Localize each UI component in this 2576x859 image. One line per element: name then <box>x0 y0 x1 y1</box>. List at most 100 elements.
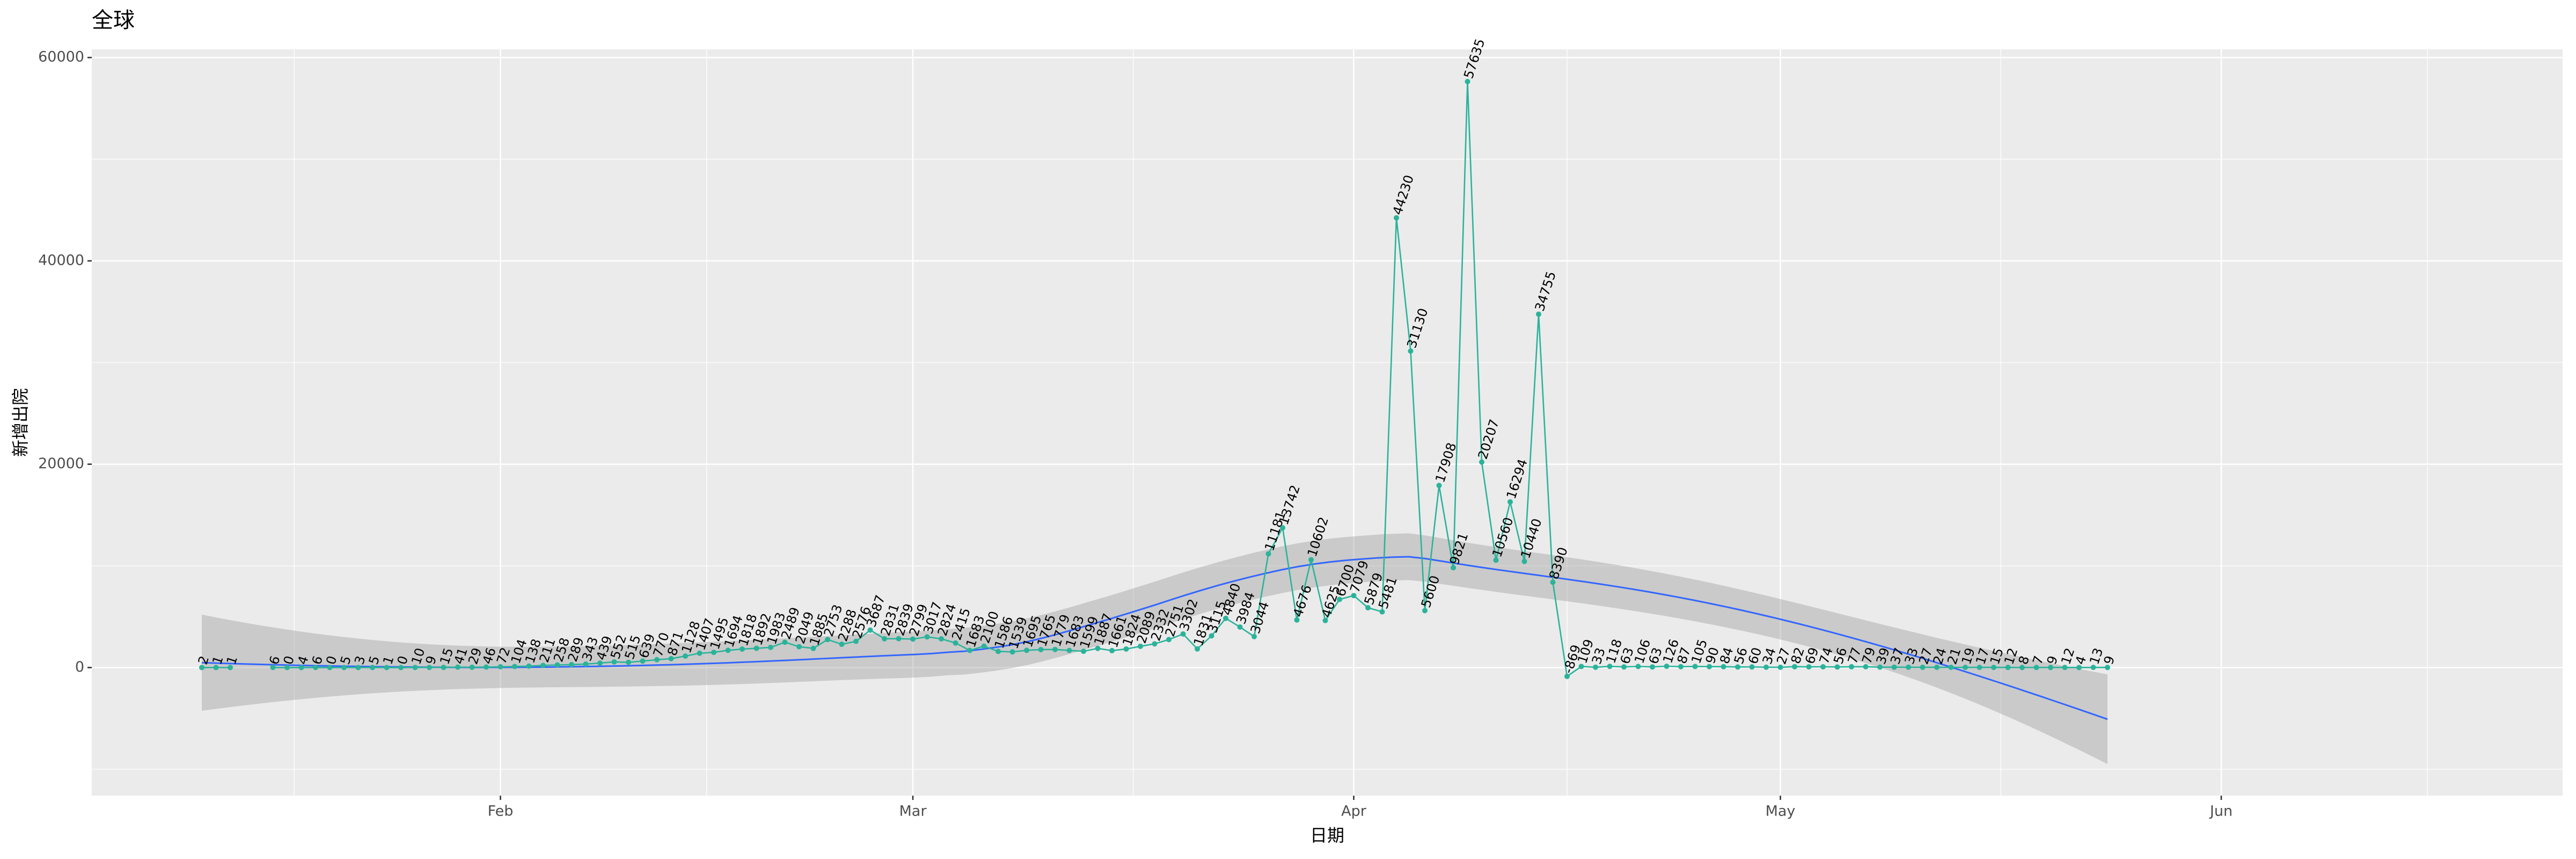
data-point <box>1707 664 1712 669</box>
data-point <box>2062 665 2068 671</box>
data-point <box>1123 646 1129 652</box>
data-point <box>1081 649 1086 654</box>
data-point <box>640 658 646 664</box>
data-point <box>1265 551 1271 557</box>
data-point <box>2019 665 2025 671</box>
data-point <box>1223 615 1228 621</box>
data-point <box>1849 664 1854 669</box>
data-point <box>1977 665 1982 671</box>
data-point <box>1536 311 1541 317</box>
x-tick-label: Apr <box>1341 803 1367 820</box>
data-point <box>1109 647 1115 653</box>
data-point <box>1322 617 1328 623</box>
data-point <box>753 645 759 651</box>
data-point <box>1166 637 1172 643</box>
data-point <box>2048 665 2053 671</box>
data-point <box>1806 664 1812 670</box>
data-point <box>1465 78 1470 84</box>
data-point <box>1394 215 1399 221</box>
data-point <box>469 664 475 670</box>
data-point <box>412 665 418 671</box>
data-point <box>1550 579 1556 585</box>
data-point <box>583 661 589 667</box>
data-point <box>768 644 773 650</box>
data-point <box>1521 558 1527 564</box>
data-point <box>1593 664 1598 670</box>
data-point <box>740 646 745 652</box>
y-axis-label: 新增出院 <box>10 388 31 457</box>
data-point <box>1721 664 1726 669</box>
data-point <box>1578 664 1584 669</box>
data-point <box>427 665 432 671</box>
data-point <box>810 645 816 651</box>
confidence-band <box>202 533 2107 765</box>
data-point <box>1237 624 1243 630</box>
data-point <box>796 644 802 650</box>
data-point <box>882 636 887 642</box>
data-point <box>1820 664 1826 669</box>
data-point <box>611 659 617 665</box>
data-point <box>526 663 532 669</box>
data-point <box>981 643 987 649</box>
data-point <box>1209 633 1214 639</box>
data-point <box>341 665 347 671</box>
data-point <box>711 650 716 656</box>
data-point <box>1038 646 1044 652</box>
data-point <box>1963 665 1968 671</box>
data-point <box>1379 609 1385 615</box>
data-point <box>1621 664 1627 670</box>
data-point <box>327 665 333 671</box>
data-point <box>725 647 731 653</box>
data-point <box>910 636 916 642</box>
data-point <box>1408 348 1414 354</box>
data-point <box>1493 557 1499 563</box>
data-point <box>697 650 702 656</box>
data-point <box>398 665 404 671</box>
data-point <box>1991 665 1996 671</box>
data-point <box>1607 664 1613 669</box>
data-point <box>1564 673 1570 679</box>
data-point <box>298 665 304 671</box>
data-point <box>1891 664 1897 670</box>
data-point <box>1479 459 1484 465</box>
x-tick-label: Mar <box>899 803 927 820</box>
data-point <box>1749 664 1755 670</box>
y-tick-label: 20000 <box>38 455 84 472</box>
data-point <box>284 665 290 671</box>
y-tick-label: 60000 <box>38 49 84 65</box>
data-point <box>1735 664 1740 670</box>
data-point <box>1792 664 1797 669</box>
data-point <box>270 665 276 671</box>
data-point <box>1863 664 1869 669</box>
data-point <box>1948 664 1954 670</box>
data-point <box>597 660 603 666</box>
data-point <box>384 665 390 671</box>
data-point <box>683 653 688 659</box>
data-point <box>1095 645 1101 651</box>
data-point <box>1635 664 1641 669</box>
y-tick-label: 40000 <box>38 252 84 268</box>
data-point <box>2105 665 2110 671</box>
data-point <box>853 638 859 644</box>
data-point <box>512 664 517 669</box>
data-point <box>1066 647 1072 653</box>
data-point <box>996 649 1001 654</box>
data-point <box>654 657 660 663</box>
data-point <box>1308 557 1314 563</box>
data-point <box>939 636 944 642</box>
data-point <box>1934 664 1940 670</box>
data-point <box>1351 593 1357 599</box>
x-tick-label: May <box>1766 803 1796 820</box>
data-point <box>497 664 503 670</box>
data-point <box>199 665 204 671</box>
x-tick-label: Feb <box>488 803 514 820</box>
x-tick-label: Jun <box>2209 803 2233 820</box>
data-point <box>1507 499 1513 505</box>
data-point <box>455 664 460 670</box>
data-point <box>896 636 902 642</box>
data-point <box>1294 617 1300 623</box>
data-point <box>1024 647 1029 653</box>
data-point <box>1906 664 1911 670</box>
data-point <box>1650 664 1655 670</box>
data-point <box>953 640 958 646</box>
